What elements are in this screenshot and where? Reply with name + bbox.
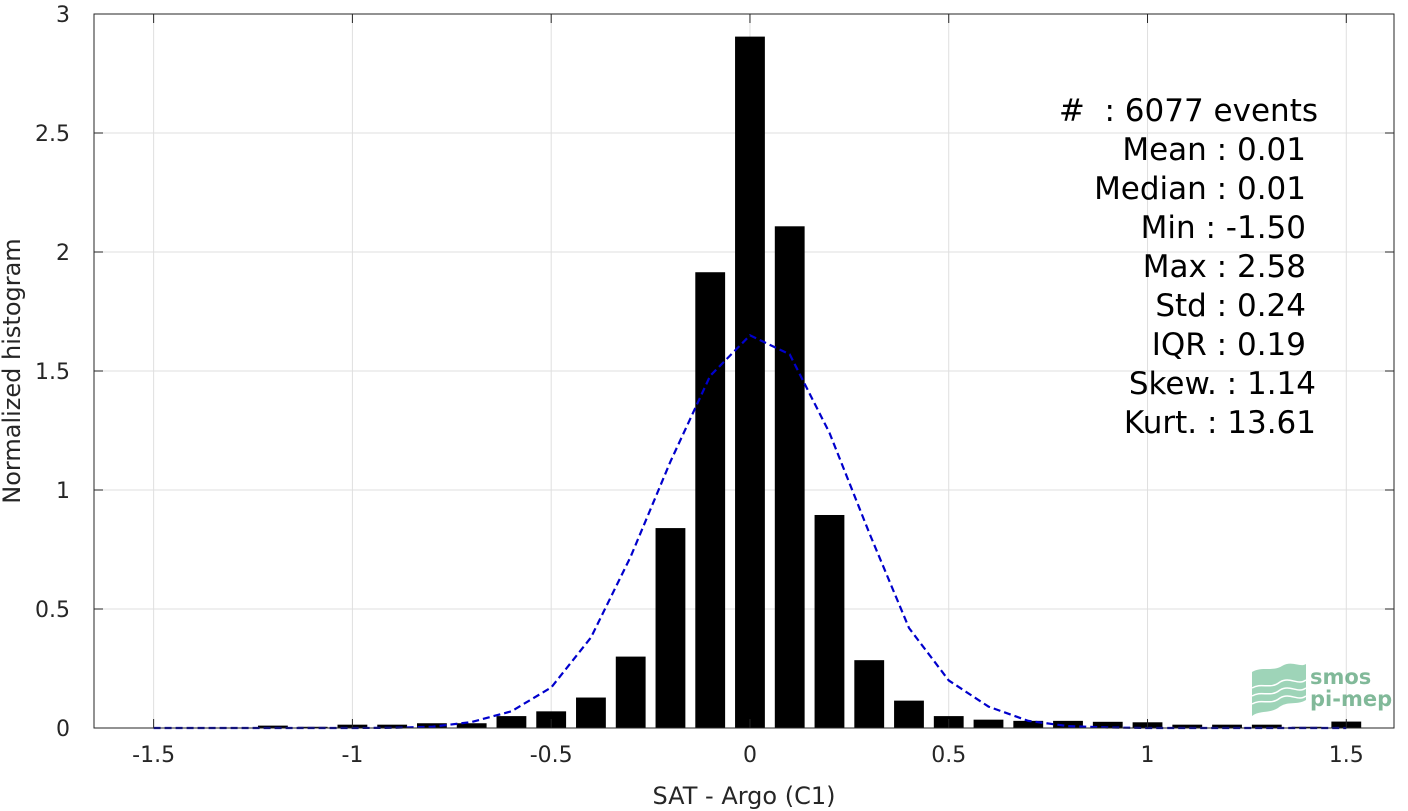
histogram-bar: [615, 656, 646, 728]
histogram-bar: [496, 716, 527, 728]
histogram-bar: [257, 725, 288, 728]
stat-max: Max : 2.58: [1143, 249, 1306, 285]
stat-skew: Skew. : 1.14: [1129, 366, 1316, 402]
histogram-bar: [377, 724, 408, 728]
y-axis-label: Normalized histogram: [0, 238, 26, 503]
y-tick-label: 2: [56, 241, 70, 266]
x-tick-label: -1: [341, 743, 363, 768]
histogram-bar: [1053, 720, 1083, 728]
x-tick-label: 1.5: [1329, 743, 1364, 768]
histogram-bar: [1251, 724, 1282, 728]
histogram-bar: [1092, 721, 1123, 728]
x-axis-ticks: -1.5 -1 -0.5 0 0.5 1 1.5: [132, 14, 1364, 768]
stat-kurt: Kurt. : 13.61: [1124, 405, 1316, 441]
logo-line2: pi-mep: [1310, 687, 1392, 711]
y-tick-label: 0.5: [35, 598, 70, 623]
histogram-bar: [1212, 724, 1242, 728]
y-tick-label: 1: [56, 479, 70, 504]
histogram-bars: [138, 36, 1362, 729]
y-axis-ticks: 0 0.5 1 1.5 2 2.5 3: [35, 3, 1394, 742]
x-axis-label: SAT - Argo (C1): [653, 782, 836, 810]
histogram-bar: [1291, 726, 1322, 728]
smos-pimep-logo: smos pi-mep: [1251, 663, 1392, 716]
x-tick-label: 1: [1141, 743, 1155, 768]
stats-annotation: # : 6077 events Mean : 0.01 Median : 0.0…: [1059, 93, 1318, 441]
x-tick-label: -0.5: [530, 743, 573, 768]
x-tick-label: -1.5: [132, 743, 175, 768]
histogram-bar: [894, 700, 924, 728]
stat-median: Median : 0.01: [1094, 171, 1306, 207]
wave-logo-icon: [1251, 663, 1307, 716]
histogram-bar: [456, 723, 487, 728]
histogram-bar: [774, 226, 805, 728]
logo-line1: smos: [1310, 665, 1371, 689]
histogram-bar: [854, 660, 885, 728]
x-tick-label: 0: [743, 743, 757, 768]
histogram-bar: [1172, 724, 1203, 728]
histogram-bar: [735, 36, 765, 729]
histogram-bar: [1013, 720, 1044, 728]
y-tick-label: 1.5: [35, 360, 70, 385]
histogram-bar: [655, 528, 686, 728]
histogram-bar: [576, 697, 606, 728]
stat-std: Std : 0.24: [1155, 288, 1306, 324]
histogram-bar: [695, 272, 726, 728]
histogram-bar: [814, 514, 845, 728]
stat-mean: Mean : 0.01: [1122, 132, 1306, 168]
histogram-bar: [417, 723, 447, 728]
stat-iqr: IQR : 0.19: [1152, 327, 1306, 363]
y-tick-label: 3: [56, 3, 70, 28]
stat-min: Min : -1.50: [1141, 210, 1306, 246]
y-tick-label: 2.5: [35, 122, 70, 147]
histogram-bar: [973, 719, 1004, 728]
stat-events: # : 6077 events: [1059, 93, 1318, 129]
y-tick-label: 0: [56, 717, 70, 742]
x-tick-label: 0.5: [931, 743, 966, 768]
